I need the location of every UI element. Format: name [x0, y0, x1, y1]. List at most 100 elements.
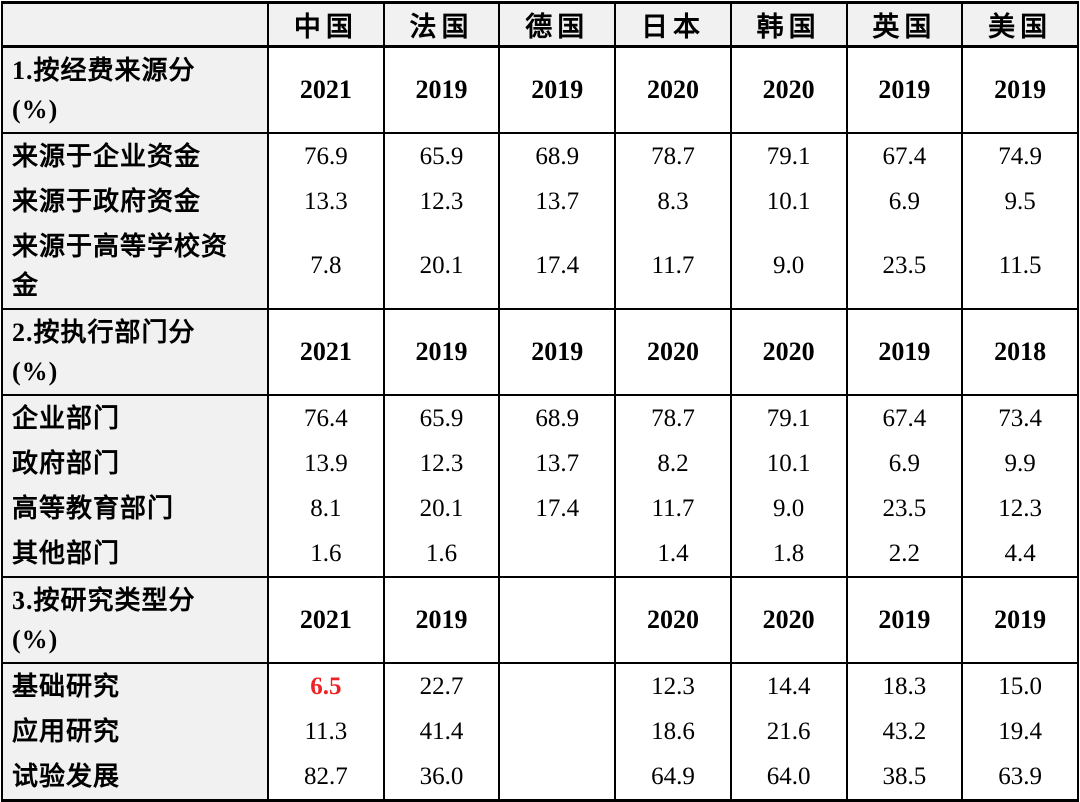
value-cell: 12.3 [961, 486, 1079, 531]
value-cell: 2.2 [845, 531, 964, 577]
value-cell: 65.9 [382, 395, 501, 441]
table-row: 高等教育部门 8.1 20.1 17.4 11.7 9.0 23.5 12.3 [1, 486, 1079, 531]
value-cell: 74.9 [961, 133, 1079, 179]
year-cell: 2020 [729, 308, 848, 396]
value-cell: 36.0 [382, 754, 501, 801]
value-cell: 18.3 [845, 663, 964, 709]
value-cell: 11.5 [961, 224, 1079, 309]
year-cell: 2021 [267, 576, 385, 664]
value-cell: 12.3 [614, 663, 732, 709]
value-cell: 13.7 [498, 179, 617, 224]
value-cell: 4.4 [961, 531, 1079, 577]
value-cell: 1.4 [614, 531, 732, 577]
value-cell: 64.0 [729, 754, 848, 801]
country-header-cell: 德国 [498, 2, 617, 48]
value-cell: 13.3 [267, 179, 385, 224]
year-cell: 2019 [382, 308, 501, 396]
row-label-cell: 企业部门 [1, 395, 269, 441]
value-cell: 18.6 [614, 709, 732, 754]
year-cell: 2019 [961, 576, 1079, 664]
row-label-cell: 应用研究 [1, 709, 269, 754]
row-label-cell: 来源于高等学校资金 [1, 224, 269, 309]
value-cell: 8.1 [267, 486, 385, 531]
year-cell: 2020 [614, 308, 732, 396]
value-cell: 76.9 [267, 133, 385, 179]
value-cell: 8.2 [614, 441, 732, 486]
section-title-cell: 3.按研究类型分 (%) [1, 576, 269, 664]
value-cell: 12.3 [382, 179, 501, 224]
year-cell [498, 576, 617, 664]
country-header-cell: 日本 [614, 2, 732, 48]
value-cell: 78.7 [614, 395, 732, 441]
value-cell: 41.4 [382, 709, 501, 754]
table-row: 来源于企业资金 76.9 65.9 68.9 78.7 79.1 67.4 74… [1, 133, 1079, 179]
value-cell: 6.9 [845, 441, 964, 486]
row-label-cell: 基础研究 [1, 663, 269, 709]
year-cell: 2018 [961, 308, 1079, 396]
section-1-header-row: 1.按经费来源分 (%) 2021 2019 2019 2020 2020 20… [1, 45, 1079, 134]
value-cell: 68.9 [498, 395, 617, 441]
country-header-cell: 法国 [382, 2, 501, 48]
value-cell: 9.0 [729, 486, 848, 531]
corner-cell [1, 2, 269, 48]
value-cell: 1.6 [267, 531, 385, 577]
value-cell: 17.4 [498, 224, 617, 309]
value-cell: 14.4 [729, 663, 848, 709]
value-cell: 1.6 [382, 531, 501, 577]
section-title-cell: 1.按经费来源分 (%) [1, 45, 269, 134]
country-header-cell: 英国 [845, 2, 964, 48]
value-cell: 64.9 [614, 754, 732, 801]
table-row: 应用研究 11.3 41.4 18.6 21.6 43.2 19.4 [1, 709, 1079, 754]
value-cell: 11.7 [614, 486, 732, 531]
value-cell: 82.7 [267, 754, 385, 801]
country-header-cell: 美国 [961, 2, 1079, 48]
year-cell: 2019 [498, 45, 617, 134]
year-cell: 2019 [845, 308, 964, 396]
section-title-suffix: (%) [12, 357, 59, 386]
table-row: 基础研究 6.5 22.7 12.3 14.4 18.3 15.0 [1, 663, 1079, 709]
value-cell: 67.4 [845, 133, 964, 179]
section-2-header-row: 2.按执行部门分 (%) 2021 2019 2019 2020 2020 20… [1, 308, 1079, 396]
value-cell: 73.4 [961, 395, 1079, 441]
year-cell: 2019 [382, 45, 501, 134]
year-cell: 2020 [729, 576, 848, 664]
value-cell: 79.1 [729, 133, 848, 179]
year-cell: 2021 [267, 308, 385, 396]
value-cell: 11.3 [267, 709, 385, 754]
value-cell: 20.1 [382, 224, 501, 309]
table-row: 政府部门 13.9 12.3 13.7 8.2 10.1 6.9 9.9 [1, 441, 1079, 486]
year-cell: 2019 [382, 576, 501, 664]
row-label-cell: 试验发展 [1, 754, 269, 801]
value-cell: 67.4 [845, 395, 964, 441]
year-cell: 2020 [614, 45, 732, 134]
row-label-cell: 来源于企业资金 [1, 133, 269, 179]
section-title-suffix: (%) [12, 95, 59, 124]
section-title-cell: 2.按执行部门分 (%) [1, 308, 269, 396]
value-cell: 79.1 [729, 395, 848, 441]
value-cell: 7.8 [267, 224, 385, 309]
value-cell: 9.0 [729, 224, 848, 309]
row-label-cell: 政府部门 [1, 441, 269, 486]
value-cell: 12.3 [382, 441, 501, 486]
value-cell: 17.4 [498, 486, 617, 531]
year-cell: 2019 [961, 45, 1079, 134]
value-cell: 23.5 [845, 224, 964, 309]
section-3-header-row: 3.按研究类型分 (%) 2021 2019 2020 2020 2019 20… [1, 576, 1079, 664]
value-cell: 76.4 [267, 395, 385, 441]
value-cell: 9.5 [961, 179, 1079, 224]
table-row: 来源于高等学校资金 7.8 20.1 17.4 11.7 9.0 23.5 11… [1, 224, 1079, 309]
section-title-suffix: (%) [12, 625, 59, 654]
table-row: 来源于政府资金 13.3 12.3 13.7 8.3 10.1 6.9 9.5 [1, 179, 1079, 224]
table-row: 其他部门 1.6 1.6 1.4 1.8 2.2 4.4 [1, 531, 1079, 577]
value-cell: 6.9 [845, 179, 964, 224]
value-cell: 38.5 [845, 754, 964, 801]
row-label-cell: 高等教育部门 [1, 486, 269, 531]
value-cell: 1.8 [729, 531, 848, 577]
section-title-main: 2.按执行部门分 [12, 318, 196, 347]
country-header-cell: 韩国 [729, 2, 848, 48]
year-cell: 2020 [614, 576, 732, 664]
table-row: 试验发展 82.7 36.0 64.9 64.0 38.5 63.9 [1, 754, 1079, 801]
year-cell: 2019 [845, 576, 964, 664]
